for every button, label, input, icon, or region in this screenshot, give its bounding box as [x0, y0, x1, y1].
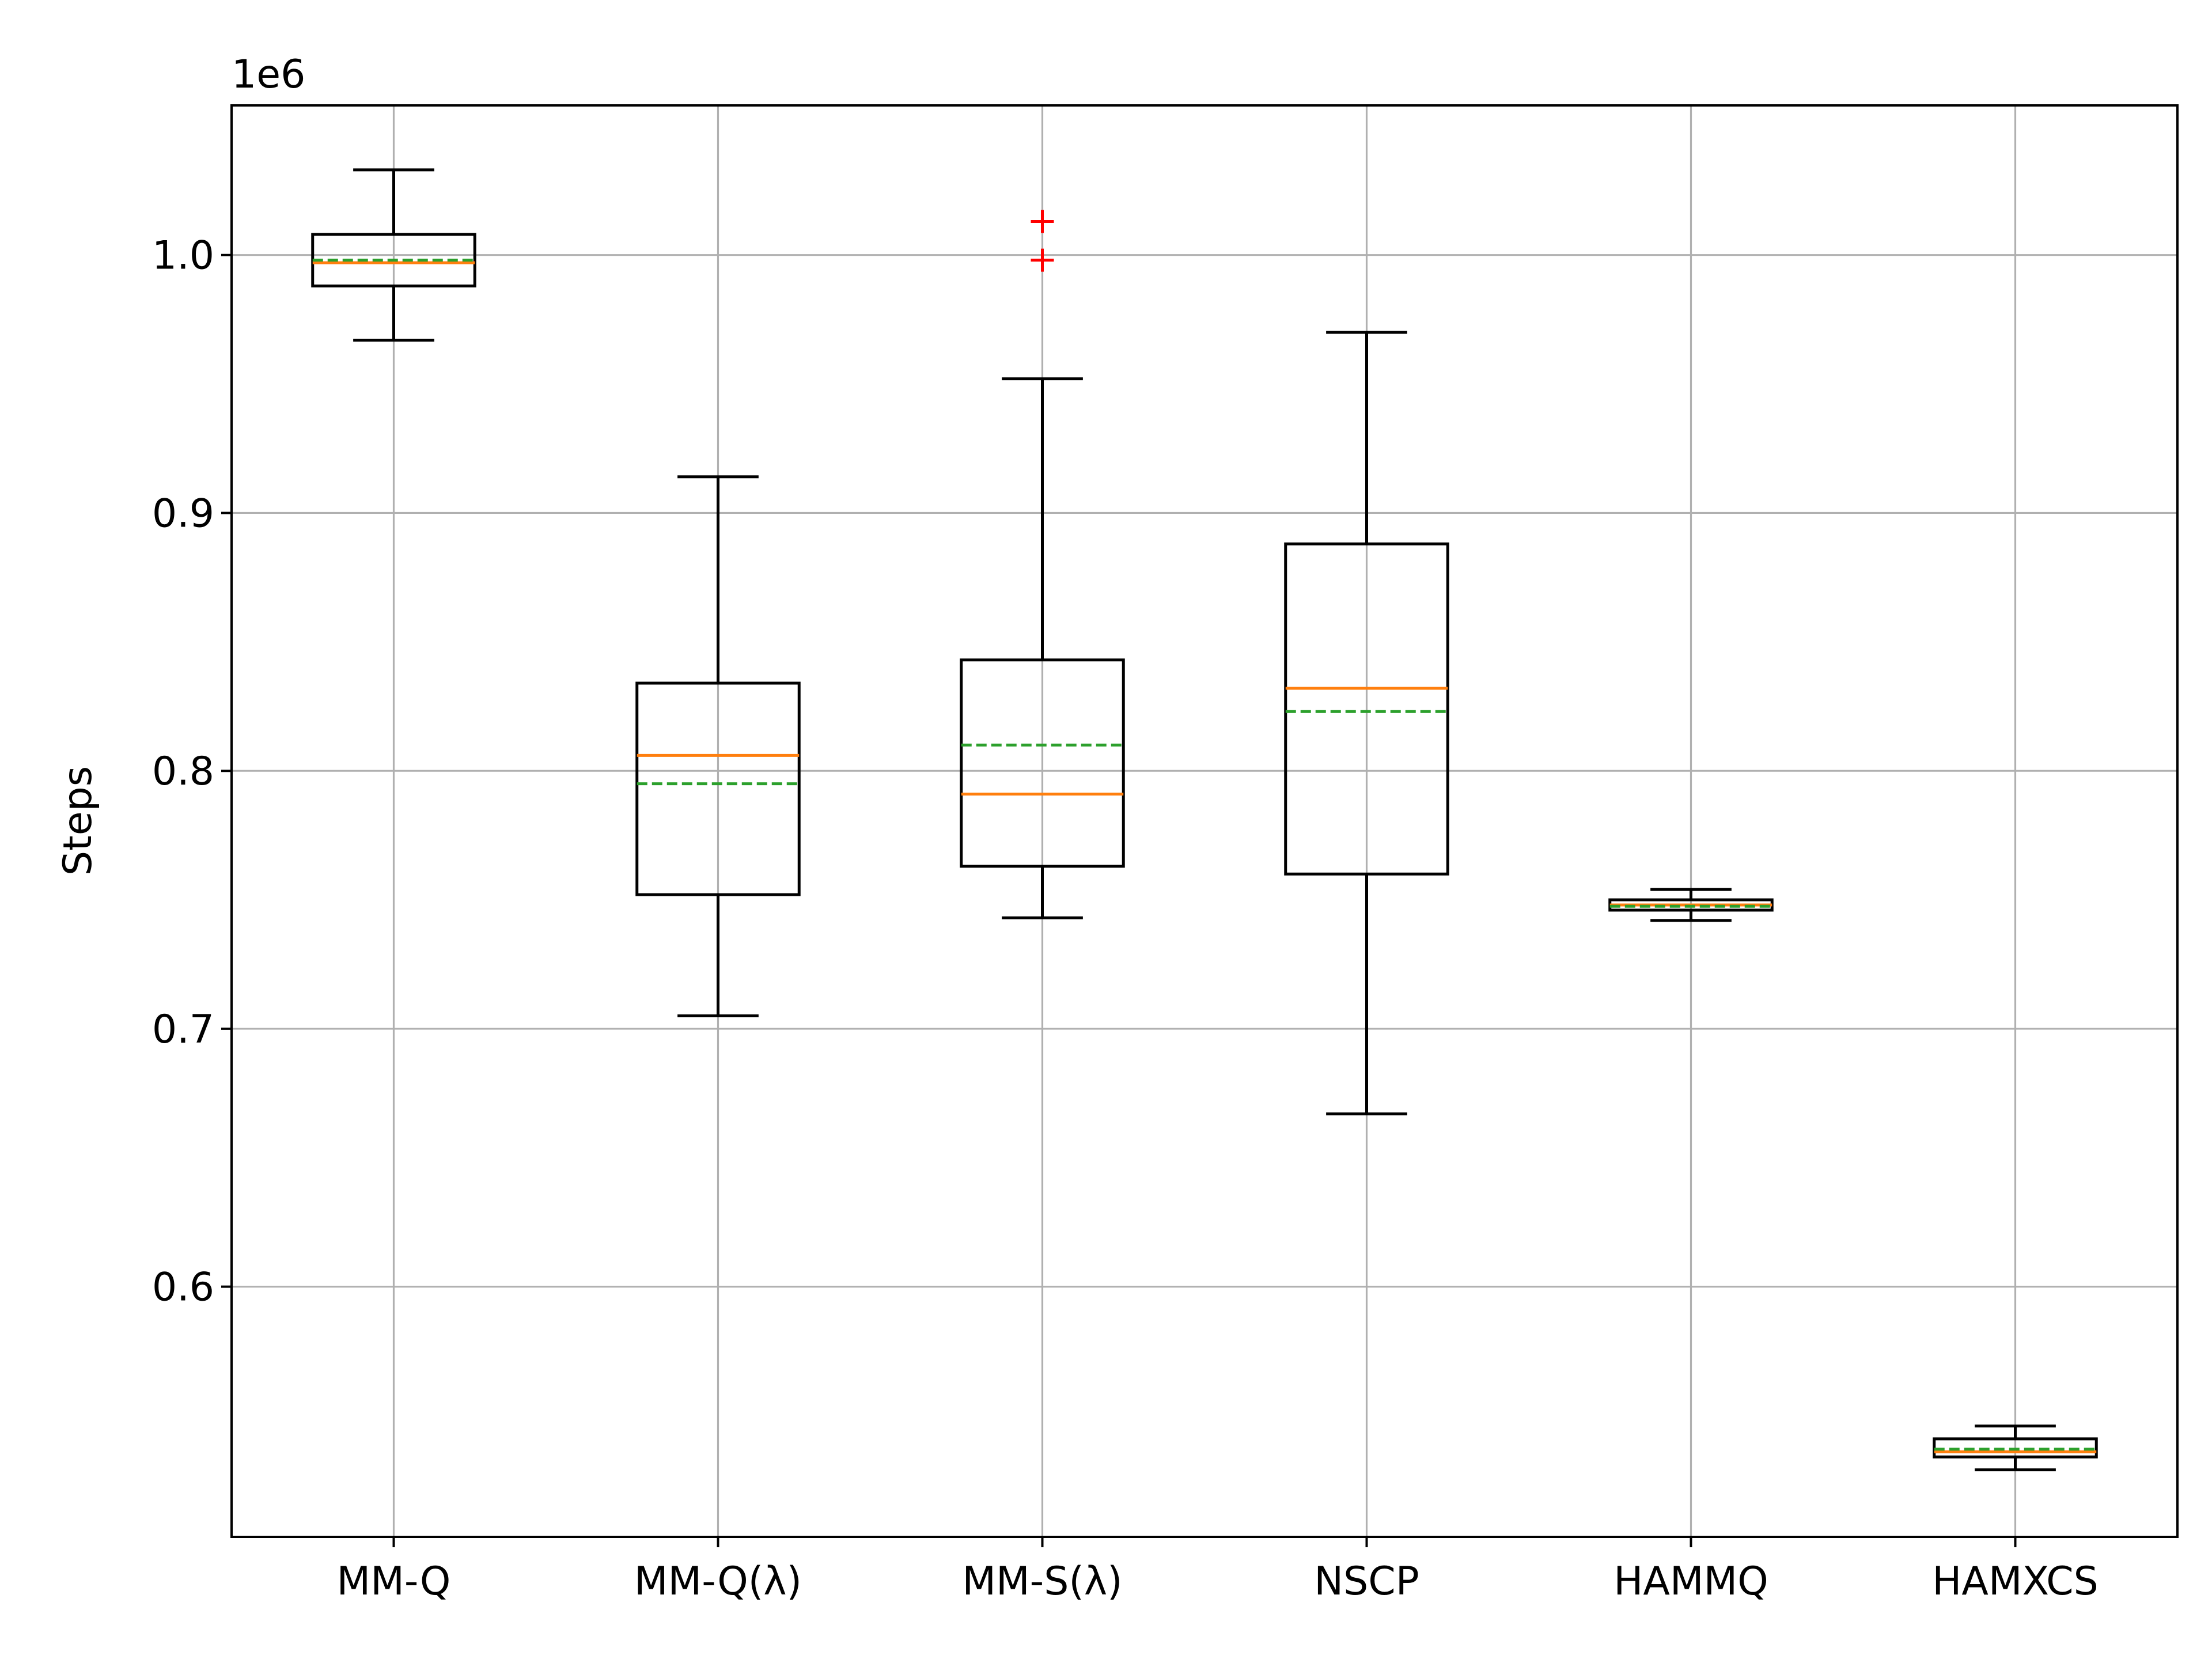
offset-label: 1e6: [232, 52, 305, 97]
y-tick-label: 0.8: [152, 749, 214, 794]
outlier-marker: [1031, 248, 1054, 272]
grid-lines: [232, 105, 2177, 1537]
y-tick-label: 1.0: [152, 233, 214, 279]
x-tick-label: HAMMQ: [1613, 1559, 1768, 1604]
y-tick-label: 0.6: [152, 1265, 214, 1310]
x-tick-label: NSCP: [1314, 1559, 1419, 1604]
y-axis-label: Steps: [55, 766, 101, 876]
x-tick-label: MM-Q: [337, 1559, 451, 1604]
box-group-mm-q: [311, 168, 476, 342]
box-group-mm-q-: [635, 475, 801, 1018]
y-tick-label: 0.9: [152, 491, 214, 536]
x-tick-label: HAMXCS: [1932, 1559, 2099, 1604]
plot-frame: [230, 104, 2179, 1538]
axis-ticks: 0.6 0.7 0.8 0.9 1.0 MM-Q MM-Q(λ) MM-S(λ) NSCP HAM…: [152, 233, 2099, 1604]
outlier-marker: [1031, 210, 1054, 233]
box-iqr: [1284, 542, 1449, 876]
box-group-hamxcs: [1933, 1424, 2098, 1472]
box-iqr: [960, 658, 1125, 868]
y-tick-label: 0.7: [152, 1007, 214, 1052]
x-tick-label: MM-S(λ): [962, 1559, 1122, 1604]
box-iqr: [635, 681, 801, 896]
box-group-hammq: [1608, 888, 1774, 922]
box-group-nscp: [1284, 331, 1449, 1116]
x-tick-label: MM-Q(λ): [634, 1559, 802, 1604]
box-group-mm-s-: [960, 210, 1125, 919]
boxes: [311, 168, 2098, 1472]
